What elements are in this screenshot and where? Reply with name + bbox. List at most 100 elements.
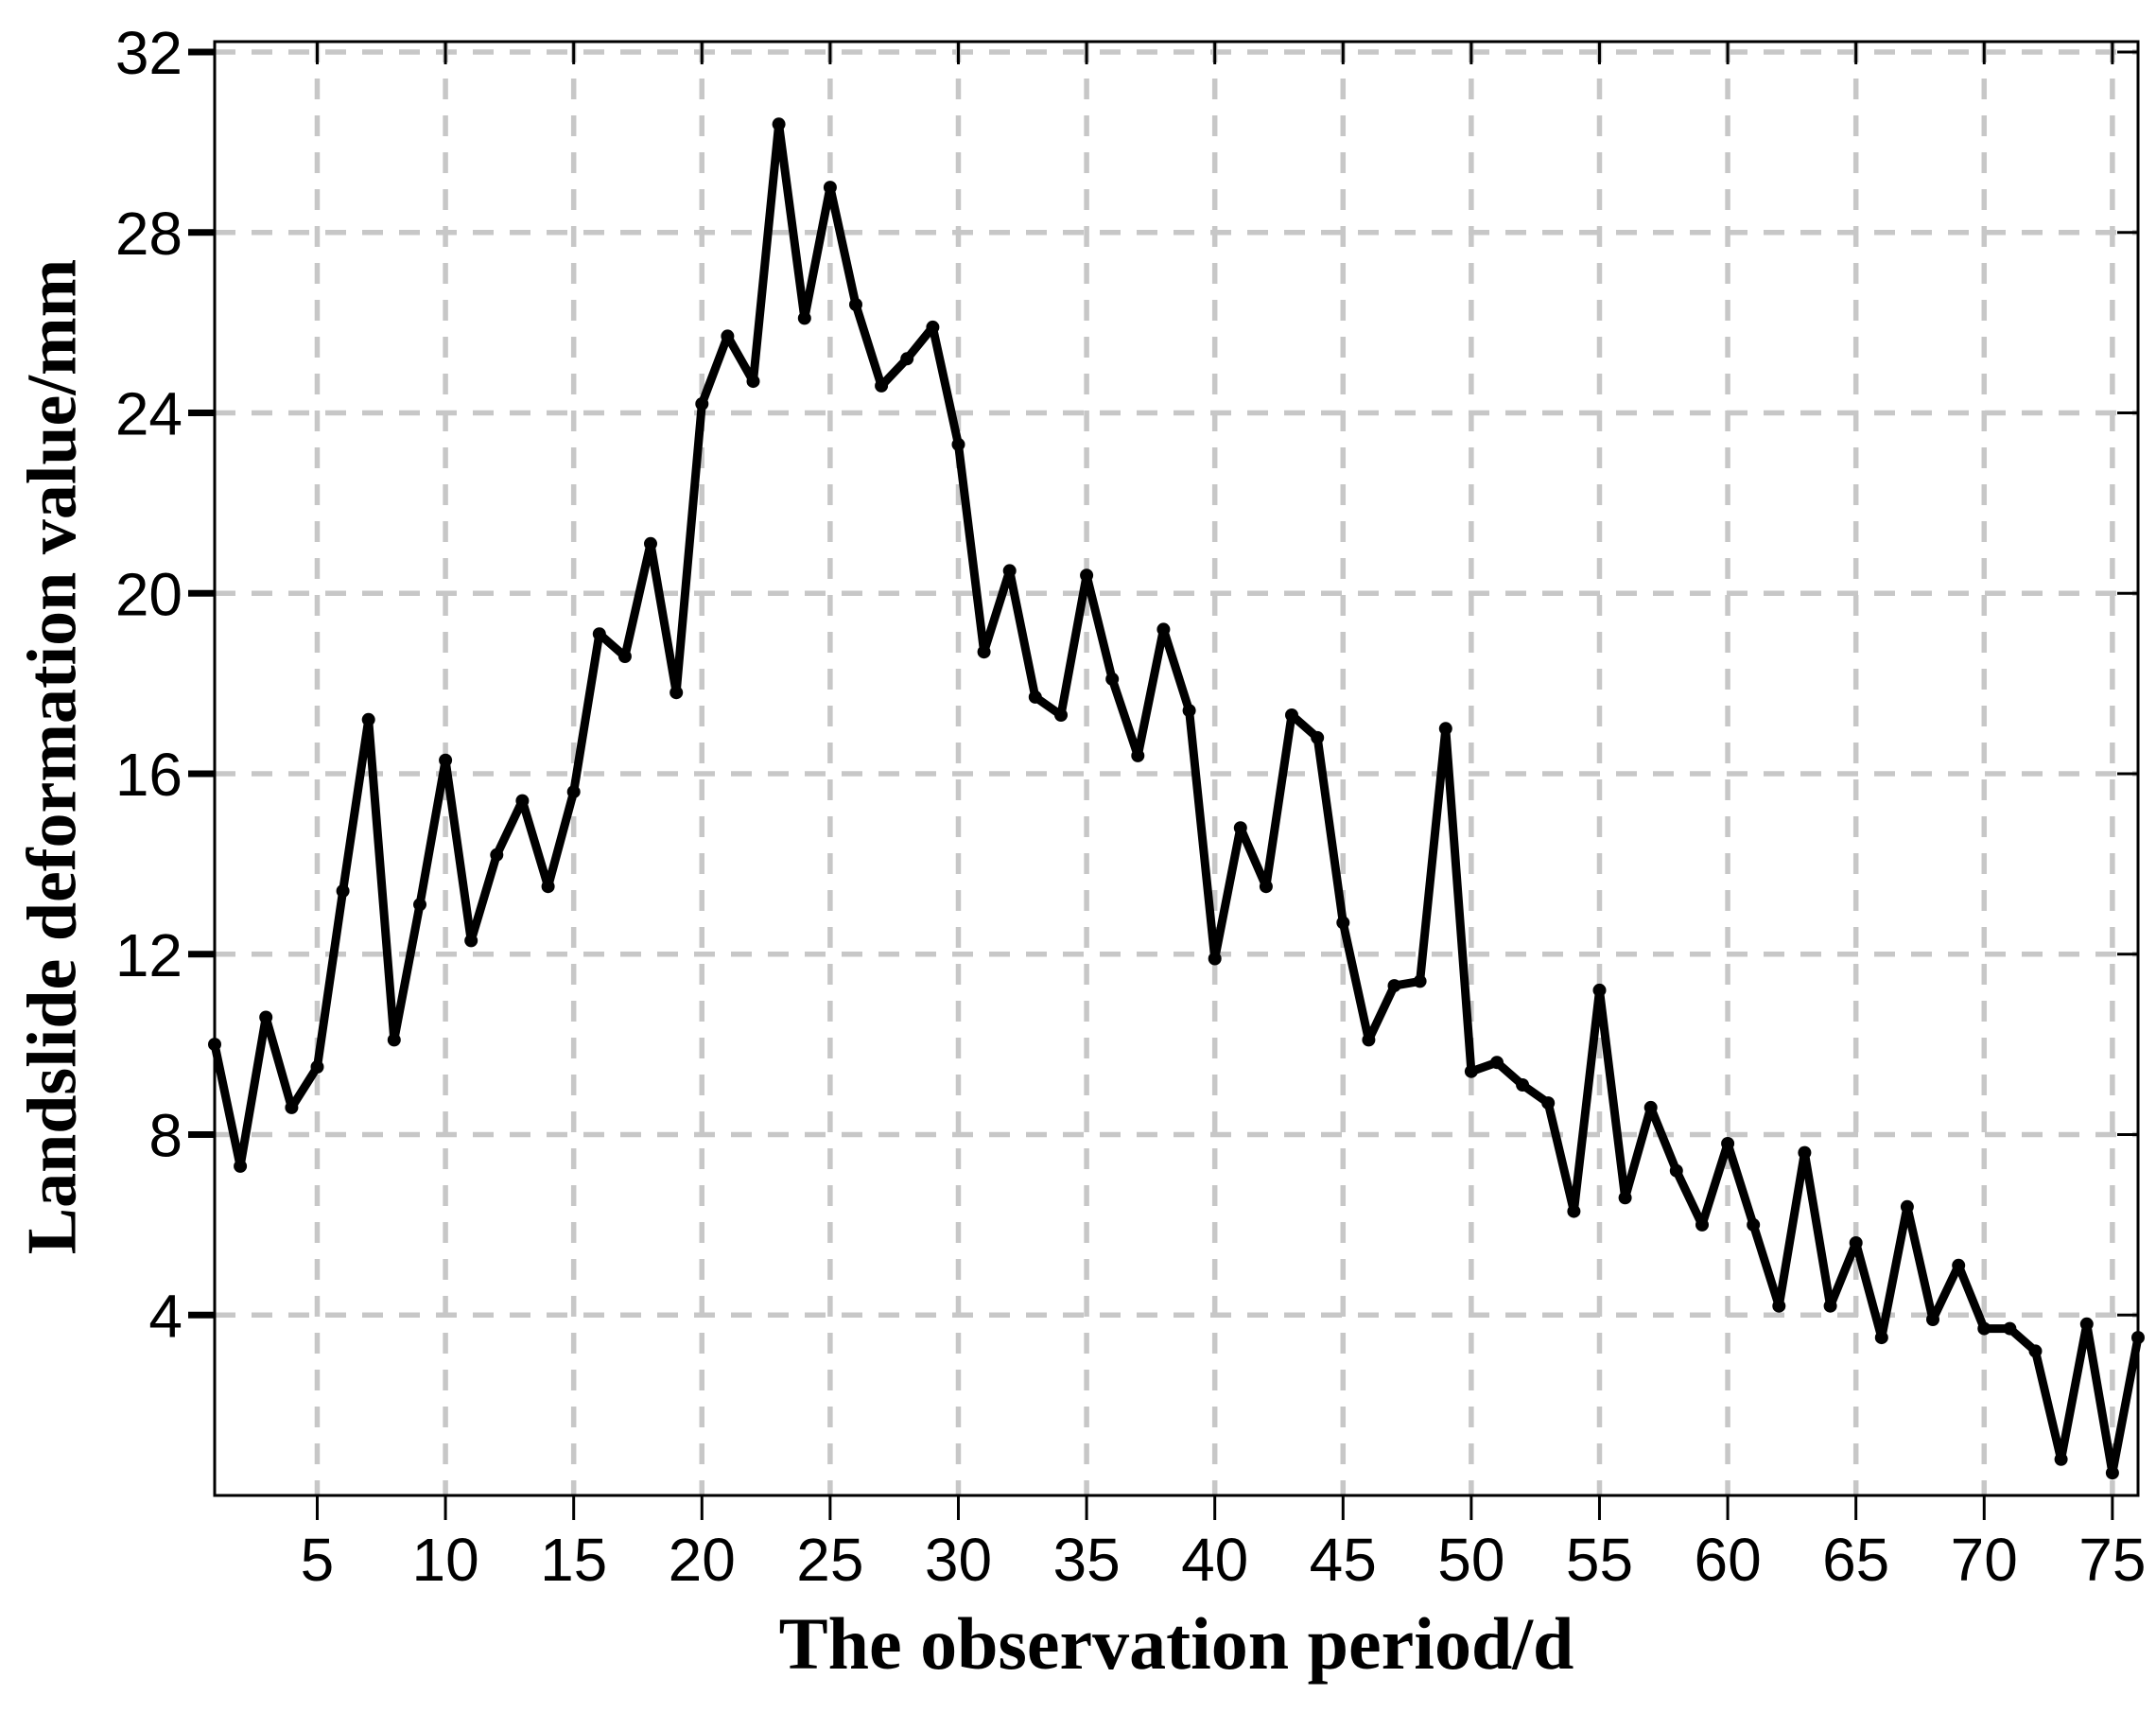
data-point-marker: [1387, 979, 1401, 993]
data-point-marker: [413, 898, 426, 912]
data-point-marker: [1233, 821, 1247, 835]
x-tick-label: 15: [540, 1526, 607, 1594]
x-tick-label: 10: [411, 1526, 478, 1594]
data-point-marker: [1695, 1217, 1709, 1232]
x-tick-label: 30: [925, 1526, 992, 1594]
data-point-marker: [1054, 708, 1068, 722]
data-point-marker: [1541, 1096, 1556, 1110]
data-point-marker: [1080, 568, 1094, 583]
x-tick-label: 60: [1694, 1526, 1761, 1594]
data-point-marker: [1747, 1217, 1761, 1232]
data-point-marker: [721, 329, 735, 343]
data-point-marker: [1464, 1064, 1478, 1078]
data-point-marker: [669, 686, 684, 700]
x-tick-label: 75: [2078, 1526, 2146, 1594]
data-point-marker: [1900, 1199, 1914, 1214]
y-tick-label: 32: [115, 19, 183, 87]
data-point-marker: [2054, 1452, 2068, 1466]
data-point-marker: [951, 437, 965, 451]
data-point-marker: [1592, 983, 1607, 997]
x-tick-labels: 5 10 15 20 25 30 35 40 45 50 55 60 65 70 75: [301, 1526, 2147, 1594]
data-point-marker: [1413, 974, 1427, 988]
deformation-series-line: [210, 119, 2143, 1477]
x-tick-label: 65: [1822, 1526, 1889, 1594]
data-point-marker: [1567, 1204, 1581, 1218]
data-point-marker: [1028, 690, 1042, 704]
data-point-marker: [1336, 916, 1350, 930]
x-tick-label: 35: [1052, 1526, 1120, 1594]
data-point-marker: [1311, 730, 1325, 744]
x-tick-label: 20: [669, 1526, 736, 1594]
x-tick-label: 25: [796, 1526, 863, 1594]
data-point-marker: [875, 378, 889, 393]
data-point-marker: [1490, 1056, 1504, 1070]
data-point-marker: [1285, 708, 1298, 722]
data-point-marker: [2028, 1344, 2043, 1358]
data-point-marker: [1977, 1321, 1991, 1336]
data-point-marker: [1823, 1299, 1837, 1313]
data-point-marker: [310, 1060, 324, 1074]
data-point-marker: [259, 1010, 273, 1024]
data-point-marker: [1362, 1033, 1376, 1047]
data-point-marker: [234, 1159, 248, 1173]
data-point-marker: [1105, 672, 1120, 686]
data-point-marker: [926, 320, 940, 334]
x-tick-label: 50: [1437, 1526, 1504, 1594]
data-point-marker: [849, 298, 862, 311]
data-point-marker: [772, 117, 786, 131]
y-axis-title: Landslide deformation value/mm: [13, 258, 92, 1255]
data-point-marker: [541, 880, 555, 894]
data-point-marker: [1156, 622, 1171, 637]
data-point-marker: [566, 785, 581, 799]
data-point-marker: [1669, 1163, 1683, 1178]
data-point-marker: [361, 712, 375, 726]
data-point-marker: [336, 884, 350, 898]
data-point-marker: [1772, 1299, 1786, 1313]
data-point-marker: [285, 1100, 299, 1114]
data-point-marker: [1208, 952, 1222, 966]
data-point-marker: [1643, 1100, 1658, 1114]
y-tick-label: 28: [115, 200, 183, 268]
data-point-marker: [1849, 1236, 1863, 1250]
x-tick-label: 5: [301, 1526, 335, 1594]
y-tick-label: 24: [115, 380, 183, 448]
data-point-marker: [490, 848, 504, 862]
plot-border: [213, 40, 2140, 1497]
data-point-marker: [900, 352, 914, 366]
tick-marks: [188, 42, 2138, 1520]
data-point-marker: [2131, 1331, 2145, 1345]
data-point-marker: [515, 794, 530, 808]
data-point-marker: [2079, 1317, 2094, 1331]
data-point-marker: [1952, 1258, 1966, 1272]
y-tick-label: 20: [115, 560, 183, 628]
data-point-marker: [1259, 880, 1273, 894]
data-point-marker: [1618, 1191, 1632, 1205]
data-point-marker: [746, 375, 760, 389]
data-point-marker: [823, 181, 837, 195]
data-point-marker: [617, 650, 632, 663]
data-point-marker: [977, 645, 991, 659]
data-point-marker: [2105, 1466, 2119, 1480]
x-tick-label: 55: [1566, 1526, 1633, 1594]
y-tick-label: 16: [115, 741, 183, 809]
y-tick-label: 4: [148, 1282, 183, 1350]
data-point-marker: [1516, 1078, 1530, 1092]
data-point-marker: [797, 311, 811, 325]
x-tick-label: 40: [1181, 1526, 1248, 1594]
x-axis-title: The observation period/d: [778, 1602, 1574, 1685]
y-tick-label: 8: [148, 1102, 183, 1170]
data-point-marker: [695, 397, 709, 411]
x-tick-label: 45: [1310, 1526, 1377, 1594]
data-point-marker: [1798, 1145, 1812, 1160]
data-point-marker: [464, 934, 478, 948]
data-point-marker: [1438, 722, 1452, 736]
data-point-marker: [592, 627, 606, 641]
data-point-marker: [1721, 1137, 1735, 1150]
gridlines: [215, 42, 2138, 1495]
deformation-series-markers: [208, 117, 2145, 1480]
data-point-marker: [2003, 1321, 2017, 1336]
data-point-marker: [1926, 1313, 1939, 1326]
